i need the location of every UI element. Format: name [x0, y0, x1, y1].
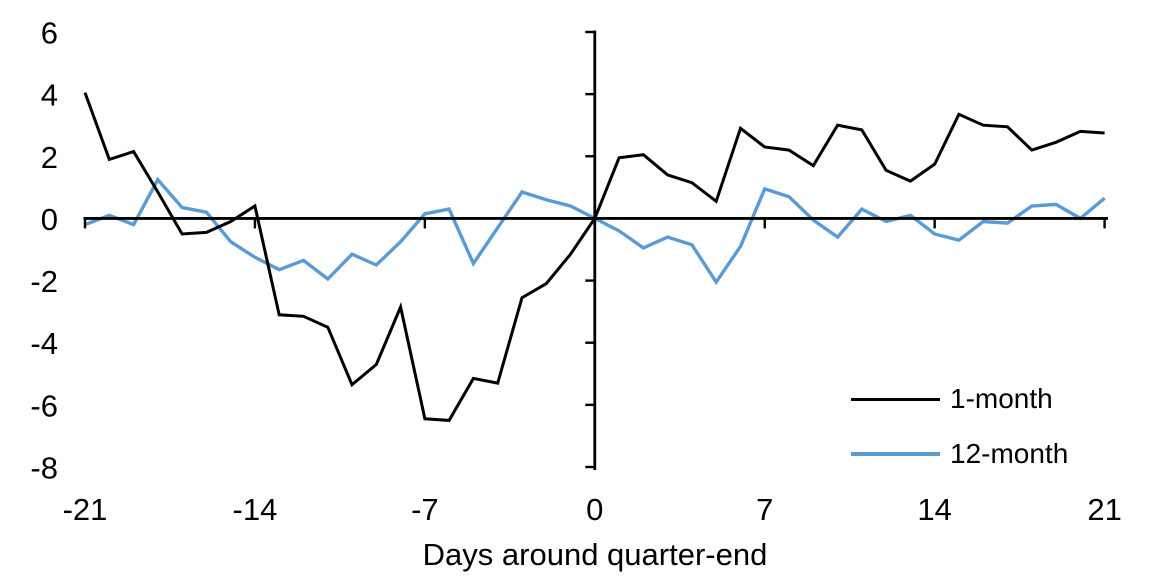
y-tick-label-6: 6	[41, 16, 58, 51]
legend: 1-month 12-month	[851, 383, 1069, 469]
y-tick-label--4: -4	[30, 326, 58, 361]
x-axis-title: Days around quarter-end	[422, 537, 768, 572]
y-tick-label-4: 4	[41, 78, 58, 113]
x-tick-label-7: 7	[756, 492, 773, 527]
y-tick-label--2: -2	[30, 264, 58, 299]
x-tick-label-21: 21	[1087, 492, 1121, 527]
legend-item-12-month: 12-month	[851, 438, 1069, 469]
y-tick-label-0: 0	[41, 202, 58, 237]
y-tick-label--6: -6	[30, 388, 58, 423]
x-tick-label--21: -21	[63, 492, 108, 527]
x-tick-label--14: -14	[233, 492, 278, 527]
x-tick-label--7: -7	[411, 492, 439, 527]
legend-line-12-month	[851, 452, 940, 456]
x-tick-label-14: 14	[917, 492, 951, 527]
x-tick-label-0: 0	[586, 492, 603, 527]
y-tick-label--8: -8	[30, 451, 58, 486]
legend-label-1-month: 1-month	[950, 383, 1053, 414]
legend-label-12-month: 12-month	[950, 438, 1069, 469]
legend-item-1-month: 1-month	[851, 383, 1068, 414]
legend-line-1-month	[851, 397, 940, 401]
y-tick-label-2: 2	[41, 140, 58, 175]
